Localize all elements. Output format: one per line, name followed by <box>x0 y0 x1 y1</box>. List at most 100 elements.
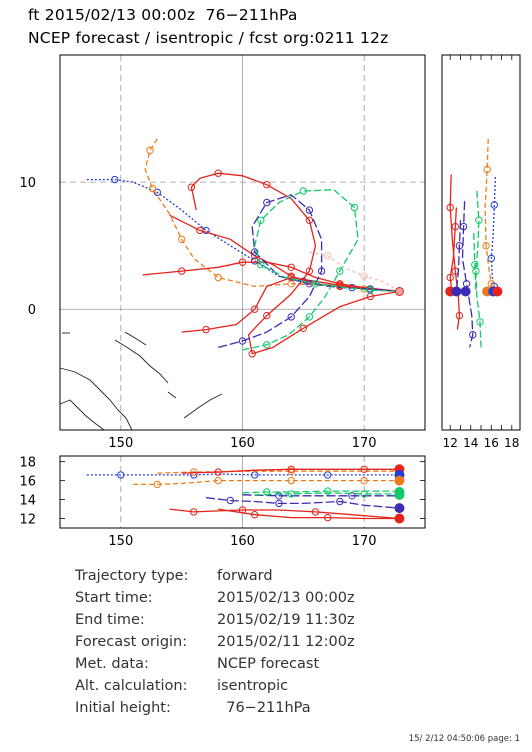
time-marker <box>469 331 477 339</box>
x-tick-label: 14 <box>463 436 478 450</box>
time-marker <box>350 203 359 212</box>
coastline <box>59 367 133 431</box>
trajectory-line <box>473 232 477 292</box>
info-label: Trajectory type: <box>75 568 189 584</box>
time-marker <box>178 235 186 244</box>
time-marker <box>455 311 464 320</box>
time-marker <box>336 497 344 506</box>
time-marker <box>202 325 210 334</box>
trajectory-line <box>242 490 400 494</box>
trajectory-line <box>490 176 497 292</box>
time-marker <box>153 480 162 489</box>
time-marker <box>299 324 307 332</box>
coastline <box>59 399 105 431</box>
y-tick-label: 18 <box>19 456 36 471</box>
trajectory-line <box>242 189 400 351</box>
time-marker <box>214 169 222 177</box>
time-marker <box>196 226 204 235</box>
time-marker <box>336 281 344 289</box>
time-marker <box>214 476 222 485</box>
side-height-panel: 12 14 16 18 <box>441 54 521 450</box>
time-marker <box>263 341 271 349</box>
time-marker <box>299 187 307 195</box>
time-marker <box>178 267 186 275</box>
start-point-marker <box>394 286 404 296</box>
chart-title: ft 2015/02/13 00:00z 76−211hPa <box>28 6 298 24</box>
time-marker <box>490 201 498 209</box>
time-marker <box>324 252 332 260</box>
trajectory-line <box>86 178 400 293</box>
y-tick-label: 10 <box>19 176 36 191</box>
time-marker <box>324 487 332 495</box>
time-marker <box>257 261 265 269</box>
main-map-panel: 150 160 170 0 10 <box>19 54 426 451</box>
time-marker <box>311 280 320 288</box>
time-marker <box>251 248 259 256</box>
panel-frame <box>59 54 426 431</box>
x-tick-label: 170 <box>352 534 377 549</box>
time-marker <box>248 350 256 358</box>
info-row-start-time: Start time: 2015/02/13 00:00z <box>75 590 355 612</box>
time-marker <box>287 467 295 475</box>
info-row-end-time: End time: 2015/02/19 11:30z <box>75 612 355 634</box>
time-marker <box>214 273 222 282</box>
time-marker <box>148 184 157 193</box>
coastline <box>124 331 147 346</box>
trajectory-line <box>484 138 492 292</box>
info-label: Met. data: <box>75 656 149 672</box>
bottom-height-panel: 150 160 170 12 14 16 18 <box>19 455 426 549</box>
start-point-marker <box>394 503 405 514</box>
coastline <box>167 391 177 399</box>
time-marker <box>263 181 271 189</box>
time-marker <box>360 465 368 473</box>
time-marker <box>471 261 479 269</box>
time-marker <box>305 313 314 321</box>
info-value: 2015/02/13 00:00z <box>217 590 355 606</box>
time-marker <box>446 203 454 212</box>
info-label: Initial height: <box>75 700 171 716</box>
info-label: End time: <box>75 612 145 628</box>
start-point-marker <box>394 513 405 524</box>
trajectory-line <box>254 492 400 496</box>
info-value: NCEP forecast <box>217 656 320 672</box>
start-point-marker <box>451 286 462 297</box>
y-tick-label: 14 <box>19 494 36 509</box>
time-marker <box>366 286 374 294</box>
time-marker <box>455 242 464 250</box>
time-marker <box>146 146 154 155</box>
time-marker <box>263 488 271 496</box>
time-marker <box>117 471 125 479</box>
time-marker <box>287 313 295 321</box>
trajectory-line <box>309 251 400 292</box>
time-marker <box>360 490 368 498</box>
panel-frame <box>441 54 521 431</box>
time-marker <box>360 476 368 485</box>
time-marker <box>251 511 259 519</box>
info-row-trajectory-type: Trajectory type: forward <box>75 568 355 590</box>
time-marker <box>317 267 326 275</box>
start-point-marker <box>394 489 405 500</box>
time-marker <box>483 165 491 174</box>
info-value: isentropic <box>217 678 289 694</box>
time-marker <box>487 254 495 263</box>
trajectory-line <box>449 174 461 330</box>
time-marker <box>187 183 196 191</box>
trajectory-line <box>218 194 400 349</box>
time-marker <box>305 267 314 275</box>
trajectory-plot: 150 160 170 0 10 12 14 16 18 150 160 170 12 14 16 18 <box>19 54 521 549</box>
time-marker <box>263 198 271 207</box>
time-marker <box>153 188 162 197</box>
time-marker <box>324 513 332 522</box>
time-marker <box>226 496 235 505</box>
time-marker <box>238 258 247 266</box>
time-marker <box>311 508 320 516</box>
info-label: Start time: <box>75 590 153 606</box>
info-value: 2015/02/19 11:30z <box>217 612 355 628</box>
trajectory-line <box>157 470 400 474</box>
trajectory-line <box>86 473 400 476</box>
trajectory-line <box>169 508 400 520</box>
trajectory-line <box>455 220 462 292</box>
trajectory-line <box>181 468 400 474</box>
trajectory-line <box>205 497 400 509</box>
info-label: Forecast origin: <box>75 634 188 650</box>
